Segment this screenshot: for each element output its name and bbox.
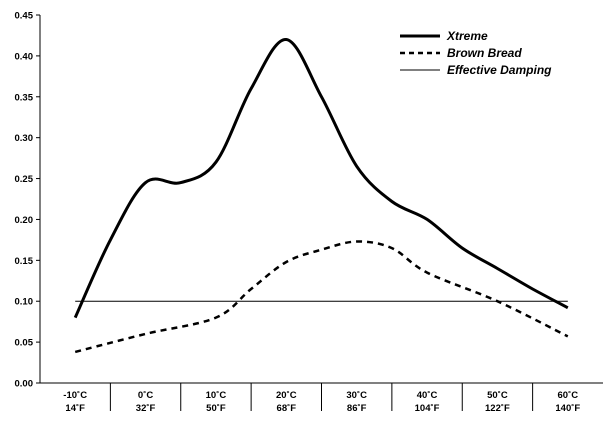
x-tick-label-celsius: 60˚C [558, 390, 579, 401]
series-lines [73, 38, 569, 354]
legend-label: Effective Damping [447, 63, 552, 77]
series-line-xtreme [73, 38, 569, 319]
legend: Xtreme Brown Bread Effective Damping [400, 29, 552, 77]
x-tick-label-fahrenheit: 14˚F [65, 403, 85, 414]
x-tick-label-fahrenheit: 104˚F [415, 403, 440, 414]
x-tick-label-fahrenheit: 140˚F [555, 403, 580, 414]
y-tick-label: 0.30 [15, 133, 34, 144]
x-tick-label-celsius: 30˚C [346, 390, 367, 401]
y-tick-label: 0.05 [15, 338, 34, 349]
legend-label: Brown Bread [447, 46, 522, 60]
x-axis-ticks: -10˚C 14˚F 0˚C 32˚F 10˚C 50˚F 20˚C 68˚F 30˚C 86˚F… [63, 383, 580, 414]
x-tick-label-celsius: 40˚C [417, 390, 438, 401]
x-tick-label-fahrenheit: 86˚F [347, 403, 367, 414]
x-tick-label-fahrenheit: 32˚F [136, 403, 156, 414]
x-tick-label-celsius: 10˚C [206, 390, 227, 401]
y-axis-ticks: 0.00 0.05 0.10 0.15 0.20 0.25 0.30 0.35 0.40 0.45 [15, 11, 40, 390]
x-tick-label-celsius: -10˚C [63, 390, 87, 401]
y-tick-label: 0.15 [15, 256, 34, 267]
x-tick-label-fahrenheit: 122˚F [485, 403, 510, 414]
series-line-brown-bread [74, 240, 569, 354]
y-tick-label: 0.45 [15, 11, 34, 22]
x-tick-label-celsius: 0˚C [138, 390, 153, 401]
y-tick-label: 0.00 [15, 379, 34, 390]
x-tick-label-fahrenheit: 50˚F [206, 403, 226, 414]
legend-label: Xtreme [446, 29, 488, 43]
x-tick-label-fahrenheit: 68˚F [277, 403, 297, 414]
y-tick-label: 0.20 [15, 215, 34, 226]
y-tick-label: 0.40 [15, 51, 34, 62]
x-tick-label-celsius: 50˚C [487, 390, 508, 401]
x-tick-label-celsius: 20˚C [276, 390, 297, 401]
y-tick-label: 0.10 [15, 297, 34, 308]
y-tick-label: 0.35 [15, 92, 34, 103]
y-tick-label: 0.25 [15, 174, 34, 185]
